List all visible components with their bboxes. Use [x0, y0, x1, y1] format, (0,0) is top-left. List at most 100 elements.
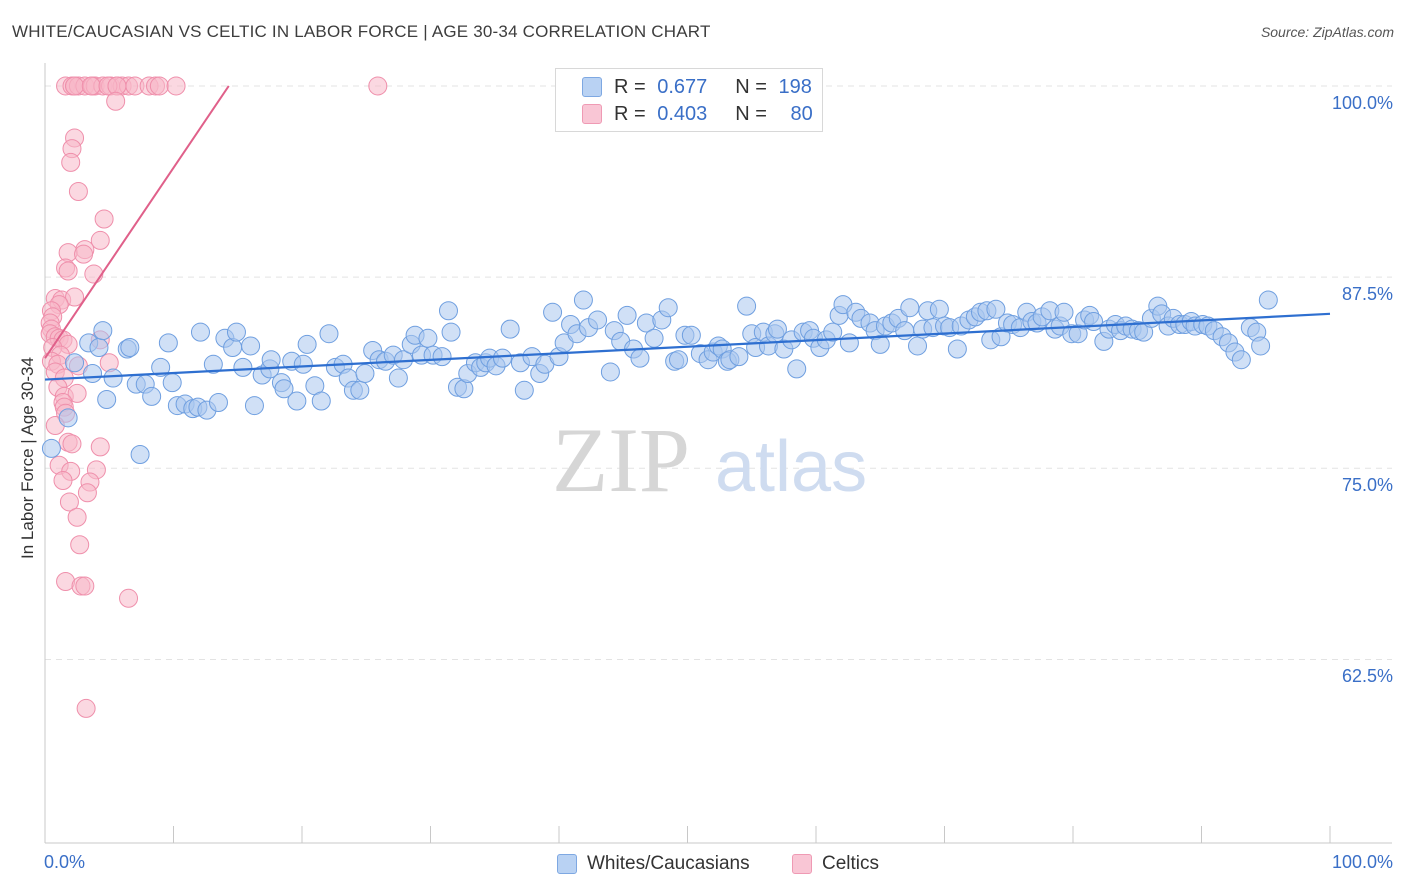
celtic-point: [90, 230, 110, 250]
legend-swatch-whites: [582, 77, 602, 97]
white-point: [1258, 290, 1278, 310]
white-point: [839, 333, 859, 353]
legend-swatch-celtics: [582, 104, 602, 124]
y-tick-label: 87.5%: [1341, 284, 1393, 305]
celtic-point: [62, 434, 82, 454]
white-point: [543, 302, 563, 322]
legend-label-celtics: Celtics: [822, 853, 880, 874]
white-point: [293, 354, 313, 374]
source-credit: Source: ZipAtlas.com: [1260, 24, 1394, 40]
white-point: [355, 363, 375, 383]
celtic-point: [94, 209, 114, 229]
white-point: [588, 310, 608, 330]
celtic-point: [77, 483, 97, 503]
white-point: [208, 393, 228, 413]
x-tick-label: 100.0%: [1331, 852, 1393, 872]
white-point: [438, 301, 458, 321]
celtic-point: [58, 261, 78, 281]
white-point: [986, 299, 1006, 319]
legend-row-celtics: R = 0.403 N = 80: [582, 101, 813, 127]
legend-n-label: N =: [735, 75, 773, 98]
y-axis-label: In Labor Force | Age 30-34: [18, 357, 37, 559]
legend-r-label: R =: [614, 102, 652, 125]
white-point: [500, 319, 520, 339]
white-point: [908, 336, 928, 356]
legend-r-value-celtics: 0.403: [657, 102, 708, 125]
legend-item-celtics: Celtics: [792, 852, 879, 876]
celtic-point: [67, 383, 87, 403]
celtic-point: [65, 287, 85, 307]
white-point: [89, 337, 109, 357]
celtic-point: [65, 76, 85, 96]
white-point: [630, 348, 650, 368]
celtic-point: [75, 576, 95, 596]
white-point: [573, 290, 593, 310]
celtic-point: [84, 264, 104, 284]
celtic-points: [40, 76, 388, 718]
white-point: [190, 322, 210, 342]
white-point: [274, 379, 294, 399]
legend-swatch-whites: [557, 854, 577, 874]
celtic-point: [81, 76, 101, 96]
white-point: [729, 347, 749, 367]
white-point: [244, 396, 264, 416]
white-point: [319, 324, 339, 344]
white-point: [681, 325, 701, 345]
white-point: [203, 354, 223, 374]
white-point: [600, 362, 620, 382]
white-point: [900, 298, 920, 318]
celtic-point: [166, 76, 186, 96]
celtic-point: [76, 698, 96, 718]
white-point: [130, 445, 150, 465]
white-point: [492, 348, 512, 368]
celtic-point: [68, 181, 88, 201]
white-point: [1054, 302, 1074, 322]
celtic-point: [74, 244, 94, 264]
white-point: [103, 368, 123, 388]
white-points: [41, 290, 1278, 465]
celtic-point: [149, 76, 169, 96]
celtic-point: [106, 91, 126, 111]
white-point: [669, 350, 689, 370]
y-tick-label: 75.0%: [1341, 475, 1393, 496]
trendline-whites: [44, 312, 1331, 381]
white-point: [767, 319, 787, 339]
white-point: [432, 347, 452, 367]
y-tick-label: 62.5%: [1341, 666, 1393, 687]
white-point: [441, 322, 461, 342]
white-point: [287, 391, 307, 411]
celtic-point: [70, 535, 90, 555]
white-point: [1231, 350, 1251, 370]
white-point: [1251, 336, 1271, 356]
white-point: [241, 336, 261, 356]
white-point: [297, 334, 317, 354]
chart-title: WHITE/CAUCASIAN VS CELTIC IN LABOR FORCE…: [12, 22, 711, 41]
white-point: [554, 333, 574, 353]
watermark-zip: ZIP: [552, 409, 690, 511]
celtic-point: [90, 437, 110, 457]
watermark-atlas: atlas: [715, 427, 867, 507]
white-point: [65, 353, 85, 373]
legend-n-value-whites: 198: [778, 75, 812, 98]
white-point: [93, 321, 113, 341]
white-point: [151, 357, 171, 377]
trendline-celtics: [44, 85, 230, 359]
white-point: [58, 408, 78, 428]
celtic-point: [119, 588, 139, 608]
white-point: [311, 391, 331, 411]
celtic-point: [61, 152, 81, 172]
celtic-point: [368, 76, 388, 96]
celtic-point: [53, 471, 73, 491]
y-tick-label: 100.0%: [1331, 92, 1393, 113]
white-point: [658, 298, 678, 318]
white-point: [514, 380, 534, 400]
white-point: [162, 373, 182, 393]
white-point: [233, 357, 253, 377]
celtic-point: [59, 492, 79, 512]
white-point: [870, 334, 890, 354]
white-point: [350, 380, 370, 400]
legend-n-label: N =: [735, 102, 773, 125]
white-point: [644, 328, 664, 348]
trend-lines: [44, 85, 1331, 381]
white-point: [929, 299, 949, 319]
